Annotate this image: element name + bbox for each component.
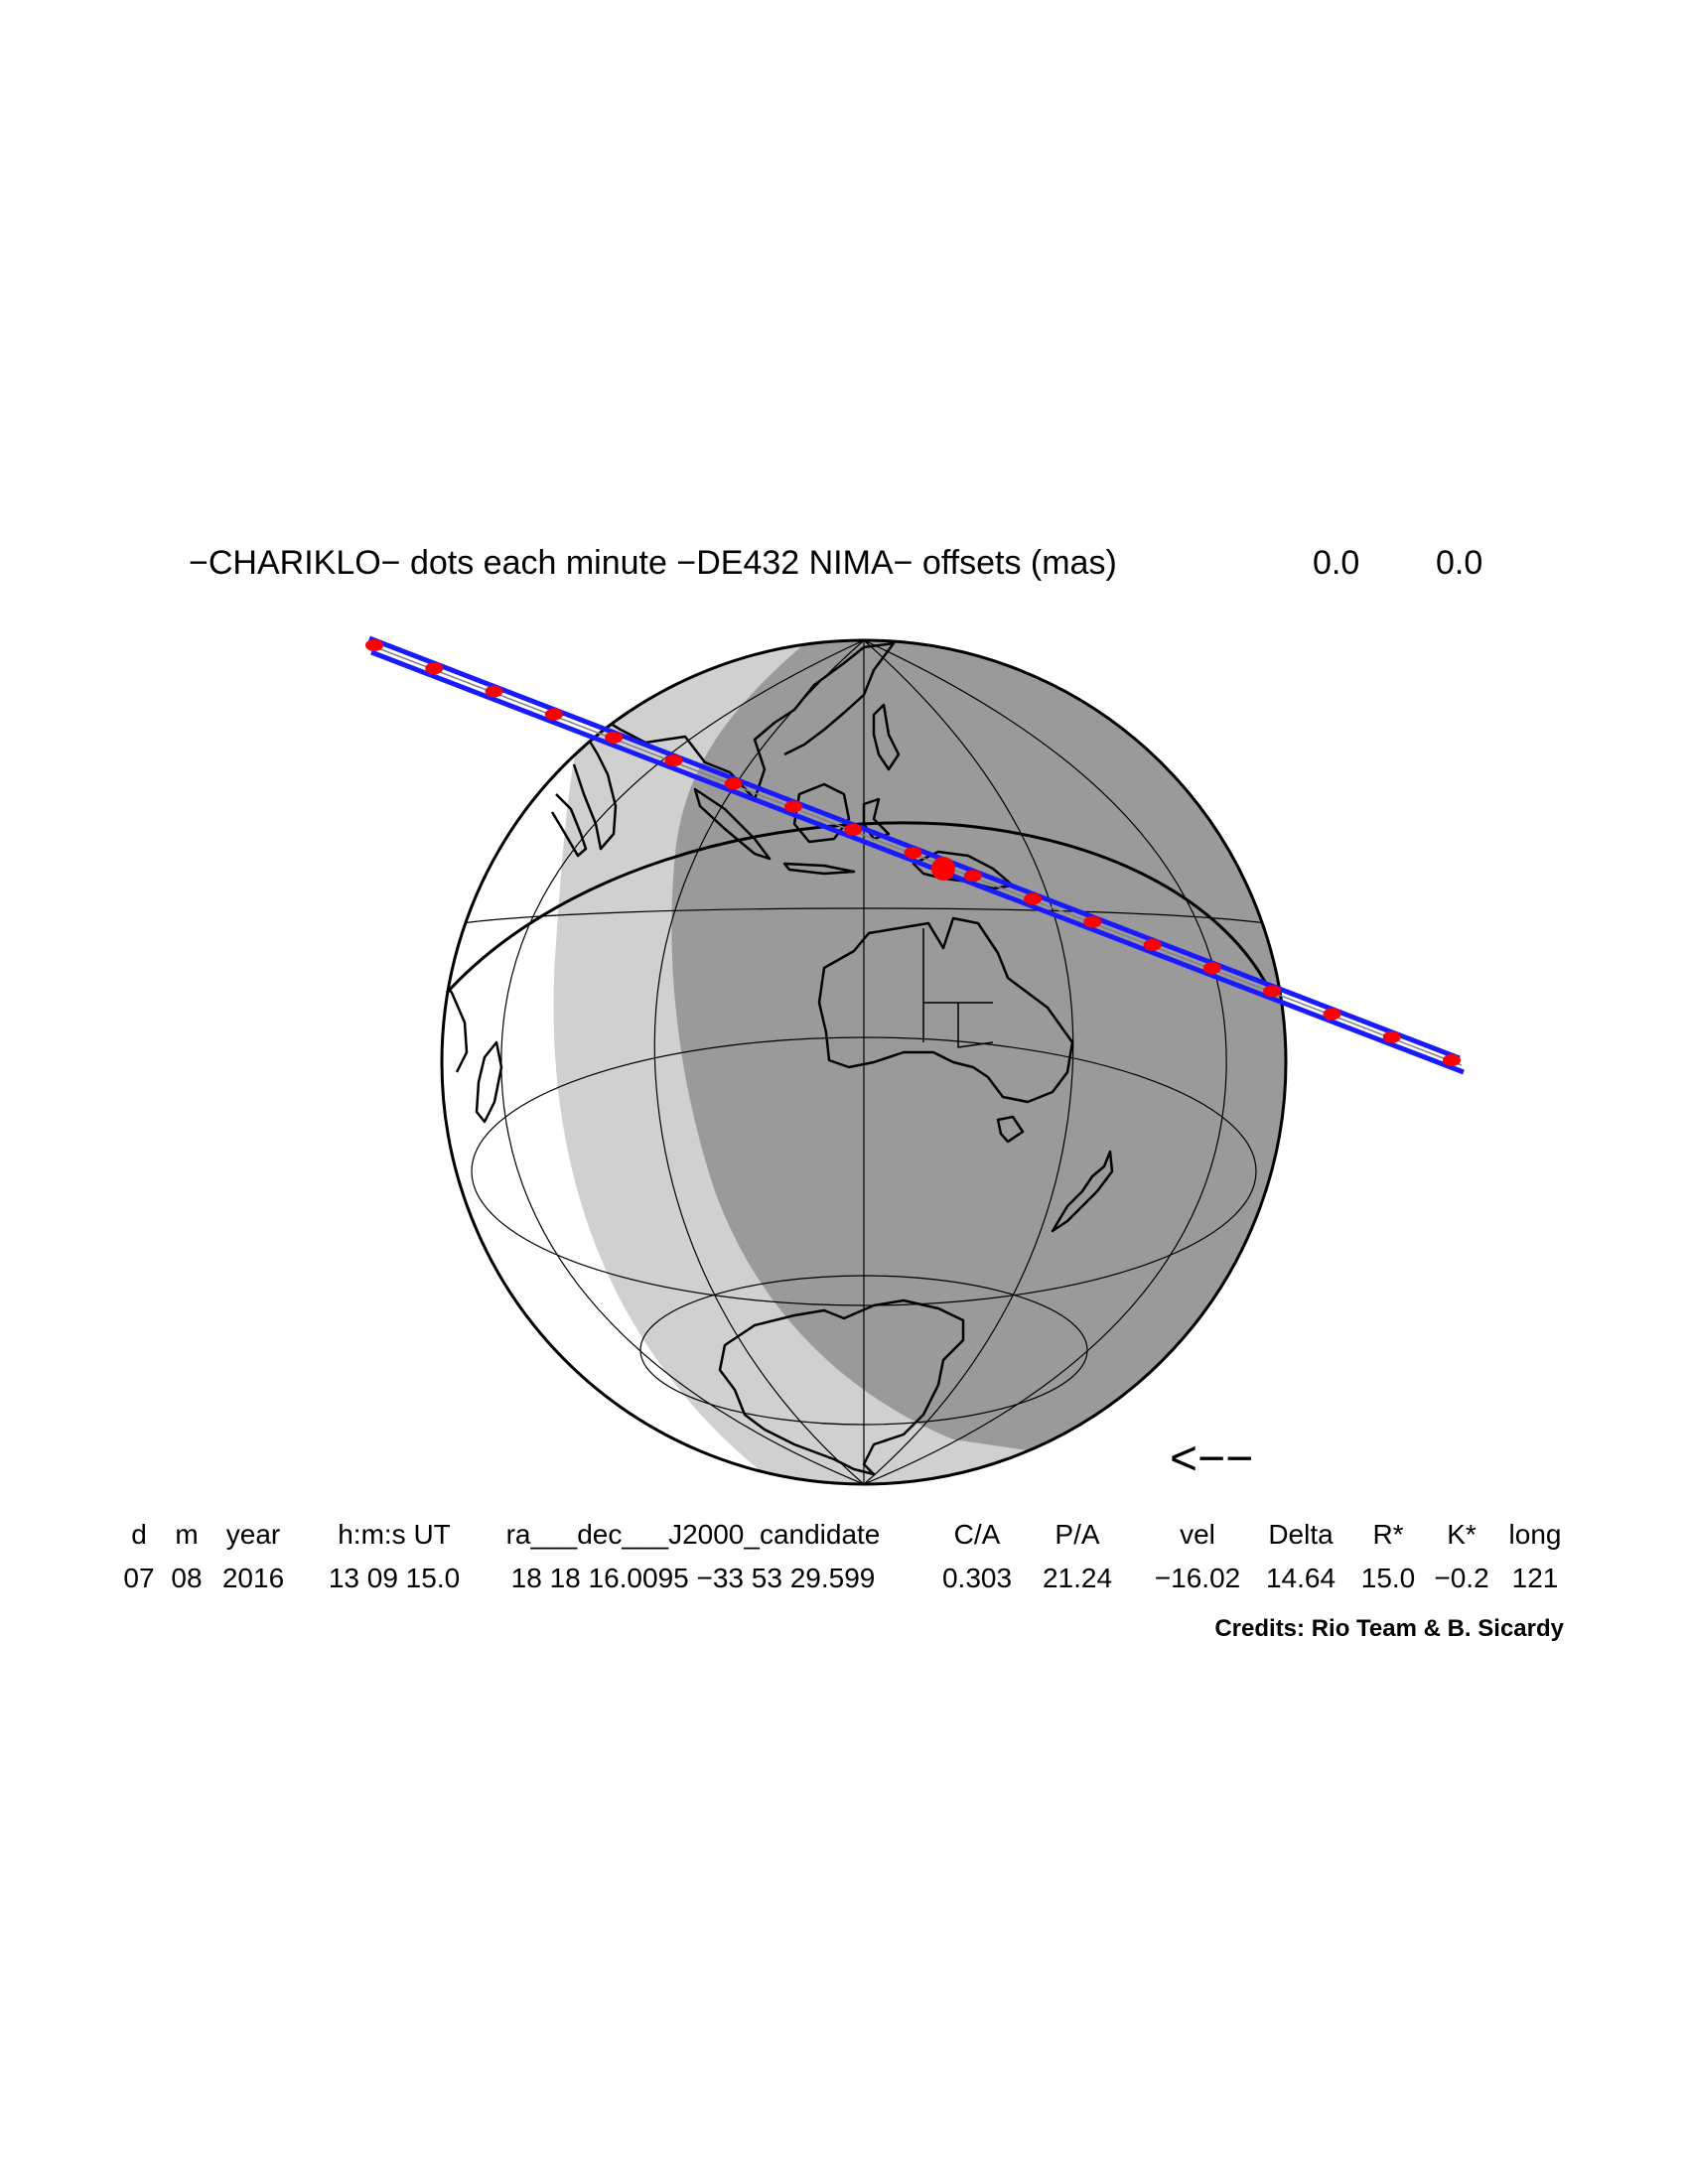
- table-value-9: 15.0: [1360, 1563, 1416, 1593]
- map-title: −CHARIKLO− dots each minute −DE432 NIMA−…: [189, 544, 1579, 594]
- table-header-8: Delta: [1268, 1519, 1334, 1550]
- table-value-11: 121: [1511, 1563, 1559, 1593]
- sumatra: [693, 787, 772, 861]
- closest-approach-marker: [931, 857, 955, 881]
- minute-dot: [1263, 985, 1282, 998]
- antarctica-outline: [718, 1298, 965, 1476]
- globe: [442, 640, 1286, 1484]
- table-header-6: P/A: [1055, 1519, 1100, 1550]
- night-zone: [671, 640, 1286, 1484]
- table-header-4: ra___dec___J2000_candidate: [505, 1519, 881, 1550]
- india-coast: [550, 793, 588, 858]
- title-text: −CHARIKLO− dots each minute −DE432 NIMA−…: [189, 544, 1117, 582]
- globe-rim: [440, 638, 1288, 1486]
- table-header-11: long: [1508, 1519, 1562, 1550]
- table-value-7: −16.02: [1154, 1563, 1241, 1593]
- philippines: [872, 703, 901, 771]
- table-header-7: vel: [1180, 1519, 1215, 1550]
- table-header-10: K*: [1447, 1519, 1477, 1550]
- terminator-curve: [445, 821, 1273, 995]
- minute-dot: [963, 870, 982, 883]
- asia-mainland: [572, 641, 896, 851]
- credits: Credits: Rio Team & B. Sicardy: [1214, 1615, 1564, 1642]
- minute-dot: [1143, 938, 1162, 951]
- table-header-2: year: [225, 1519, 281, 1550]
- australia-state-borders: [922, 928, 994, 1048]
- minute-dot: [904, 847, 922, 859]
- minute-dot: [664, 754, 683, 767]
- madagascar: [475, 1040, 503, 1124]
- minute-dot: [1202, 962, 1221, 975]
- tasmania: [996, 1115, 1025, 1144]
- table-value-0: 07: [123, 1563, 155, 1593]
- coastlines: [442, 641, 1114, 1476]
- table-value-4: 18 18 16.0095 −33 53 29.599: [510, 1563, 876, 1593]
- borneo: [792, 782, 851, 844]
- minute-dot: [1382, 1030, 1401, 1043]
- table-value-5: 0.303: [941, 1563, 1013, 1593]
- minute-dot: [844, 823, 863, 836]
- new-zealand: [1051, 1150, 1114, 1233]
- minute-dot: [425, 662, 444, 675]
- table-header-1: m: [175, 1519, 199, 1550]
- table-header-5: C/A: [953, 1519, 1001, 1550]
- direction-arrow: <−−: [1170, 1433, 1253, 1485]
- minute-dot: [1443, 1054, 1461, 1066]
- minute-dot: [1083, 915, 1102, 928]
- minute-dot: [485, 685, 503, 698]
- table-header-row: d m year h:m:s UT ra___dec___J2000_candidate…: [0, 1519, 1688, 1559]
- minute-dot: [544, 708, 563, 721]
- minute-dot: [724, 777, 743, 790]
- minute-dot: [605, 731, 624, 744]
- australia-outline: [817, 916, 1074, 1104]
- minute-dots: [365, 639, 1461, 1066]
- new-guinea: [912, 850, 1015, 890]
- minute-dot: [1024, 892, 1043, 905]
- minute-dot: [783, 800, 802, 813]
- table-value-10: −0.2: [1434, 1563, 1489, 1593]
- java: [782, 862, 856, 876]
- title-offset-ra: 0.0: [1313, 544, 1360, 582]
- table-value-8: 14.64: [1265, 1563, 1336, 1593]
- table-value-row: 07 08 2016 13 09 15.0 18 18 16.0095 −33 53 2…: [0, 1563, 1688, 1602]
- table-value-2: 2016: [221, 1563, 285, 1593]
- table-header-9: R*: [1372, 1519, 1404, 1550]
- table-value-6: 21.24: [1042, 1563, 1113, 1593]
- minute-dot: [365, 639, 383, 651]
- minute-dot: [1323, 1008, 1341, 1021]
- table-header-3: h:m:s UT: [338, 1519, 451, 1550]
- title-offset-dec: 0.0: [1436, 544, 1483, 582]
- table-value-3: 13 09 15.0: [328, 1563, 461, 1593]
- table-value-1: 08: [171, 1563, 203, 1593]
- table-header-0: d: [131, 1519, 147, 1550]
